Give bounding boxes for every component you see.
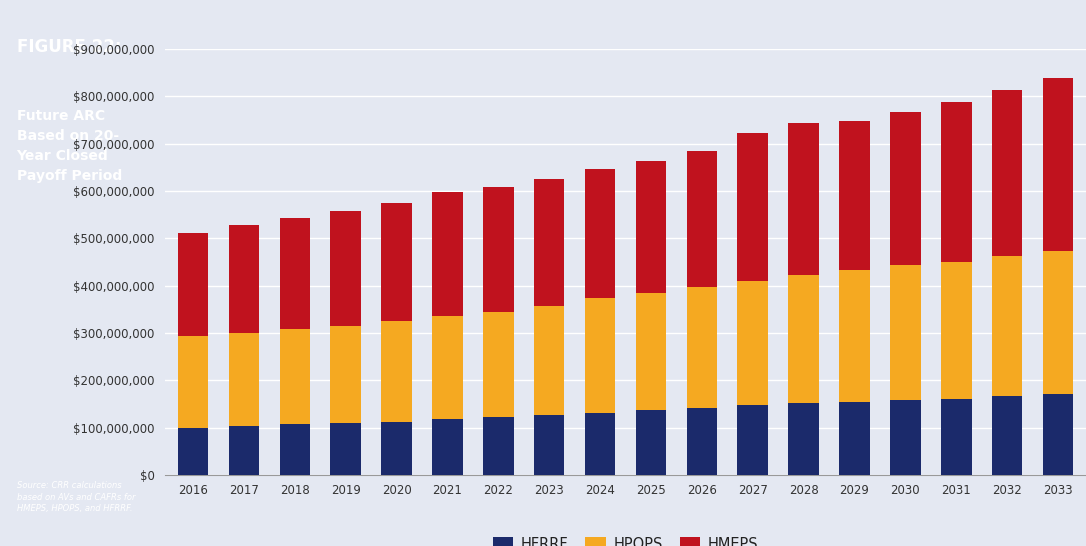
Bar <box>279 218 311 329</box>
Bar <box>788 403 819 475</box>
Bar <box>483 312 514 417</box>
Legend: HFRRF, HPOPS, HMEPS: HFRRF, HPOPS, HMEPS <box>487 531 765 546</box>
Bar <box>737 406 768 475</box>
Bar <box>483 417 514 475</box>
Bar <box>1043 394 1073 475</box>
Text: Future ARC
Based on 20-
Year Closed
Payoff Period: Future ARC Based on 20- Year Closed Payo… <box>16 109 122 183</box>
Bar <box>686 151 717 287</box>
Bar <box>635 293 666 410</box>
Bar <box>940 102 972 262</box>
Bar <box>940 262 972 399</box>
Bar <box>534 306 565 415</box>
Bar <box>330 211 361 326</box>
Bar <box>992 257 1022 396</box>
Bar <box>839 270 870 402</box>
Bar <box>330 423 361 475</box>
Bar <box>279 329 311 424</box>
Bar <box>178 233 209 336</box>
Bar <box>891 400 921 475</box>
Bar <box>229 225 260 333</box>
Bar <box>585 413 616 475</box>
Bar <box>330 326 361 423</box>
Bar <box>839 402 870 475</box>
Bar <box>432 316 463 419</box>
Bar <box>635 161 666 293</box>
Bar <box>229 426 260 475</box>
Bar <box>839 121 870 270</box>
Bar <box>381 321 412 422</box>
Bar <box>483 187 514 312</box>
Bar <box>891 111 921 265</box>
Bar <box>788 123 819 275</box>
Bar <box>992 90 1022 257</box>
Bar <box>891 265 921 400</box>
Bar <box>686 408 717 475</box>
Bar <box>178 336 209 428</box>
Bar <box>635 410 666 475</box>
Bar <box>178 428 209 475</box>
Bar <box>381 422 412 475</box>
Bar <box>788 275 819 403</box>
Bar <box>585 298 616 413</box>
Bar <box>1043 79 1073 251</box>
Bar <box>940 399 972 475</box>
Bar <box>534 415 565 475</box>
Bar <box>432 419 463 475</box>
Text: FIGURE 22:: FIGURE 22: <box>16 38 121 56</box>
Bar <box>229 333 260 426</box>
Bar <box>381 203 412 321</box>
Bar <box>432 192 463 316</box>
Bar <box>737 281 768 406</box>
Bar <box>279 424 311 475</box>
Bar <box>1043 251 1073 394</box>
Bar <box>737 133 768 281</box>
Bar <box>686 287 717 408</box>
Bar <box>992 396 1022 475</box>
Bar <box>585 169 616 298</box>
Bar <box>534 179 565 306</box>
Text: Source: CRR calculations
based on AVs and CAFRs for
HMEPS, HPOPS, and HFRRF.: Source: CRR calculations based on AVs an… <box>16 482 135 513</box>
